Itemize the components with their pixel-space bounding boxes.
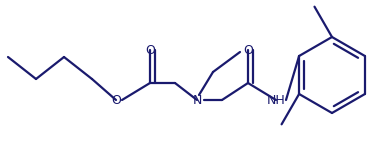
Text: N: N (192, 93, 202, 107)
Text: NH: NH (267, 93, 286, 107)
Text: O: O (145, 43, 155, 56)
Text: O: O (243, 43, 253, 56)
Text: O: O (111, 93, 121, 107)
